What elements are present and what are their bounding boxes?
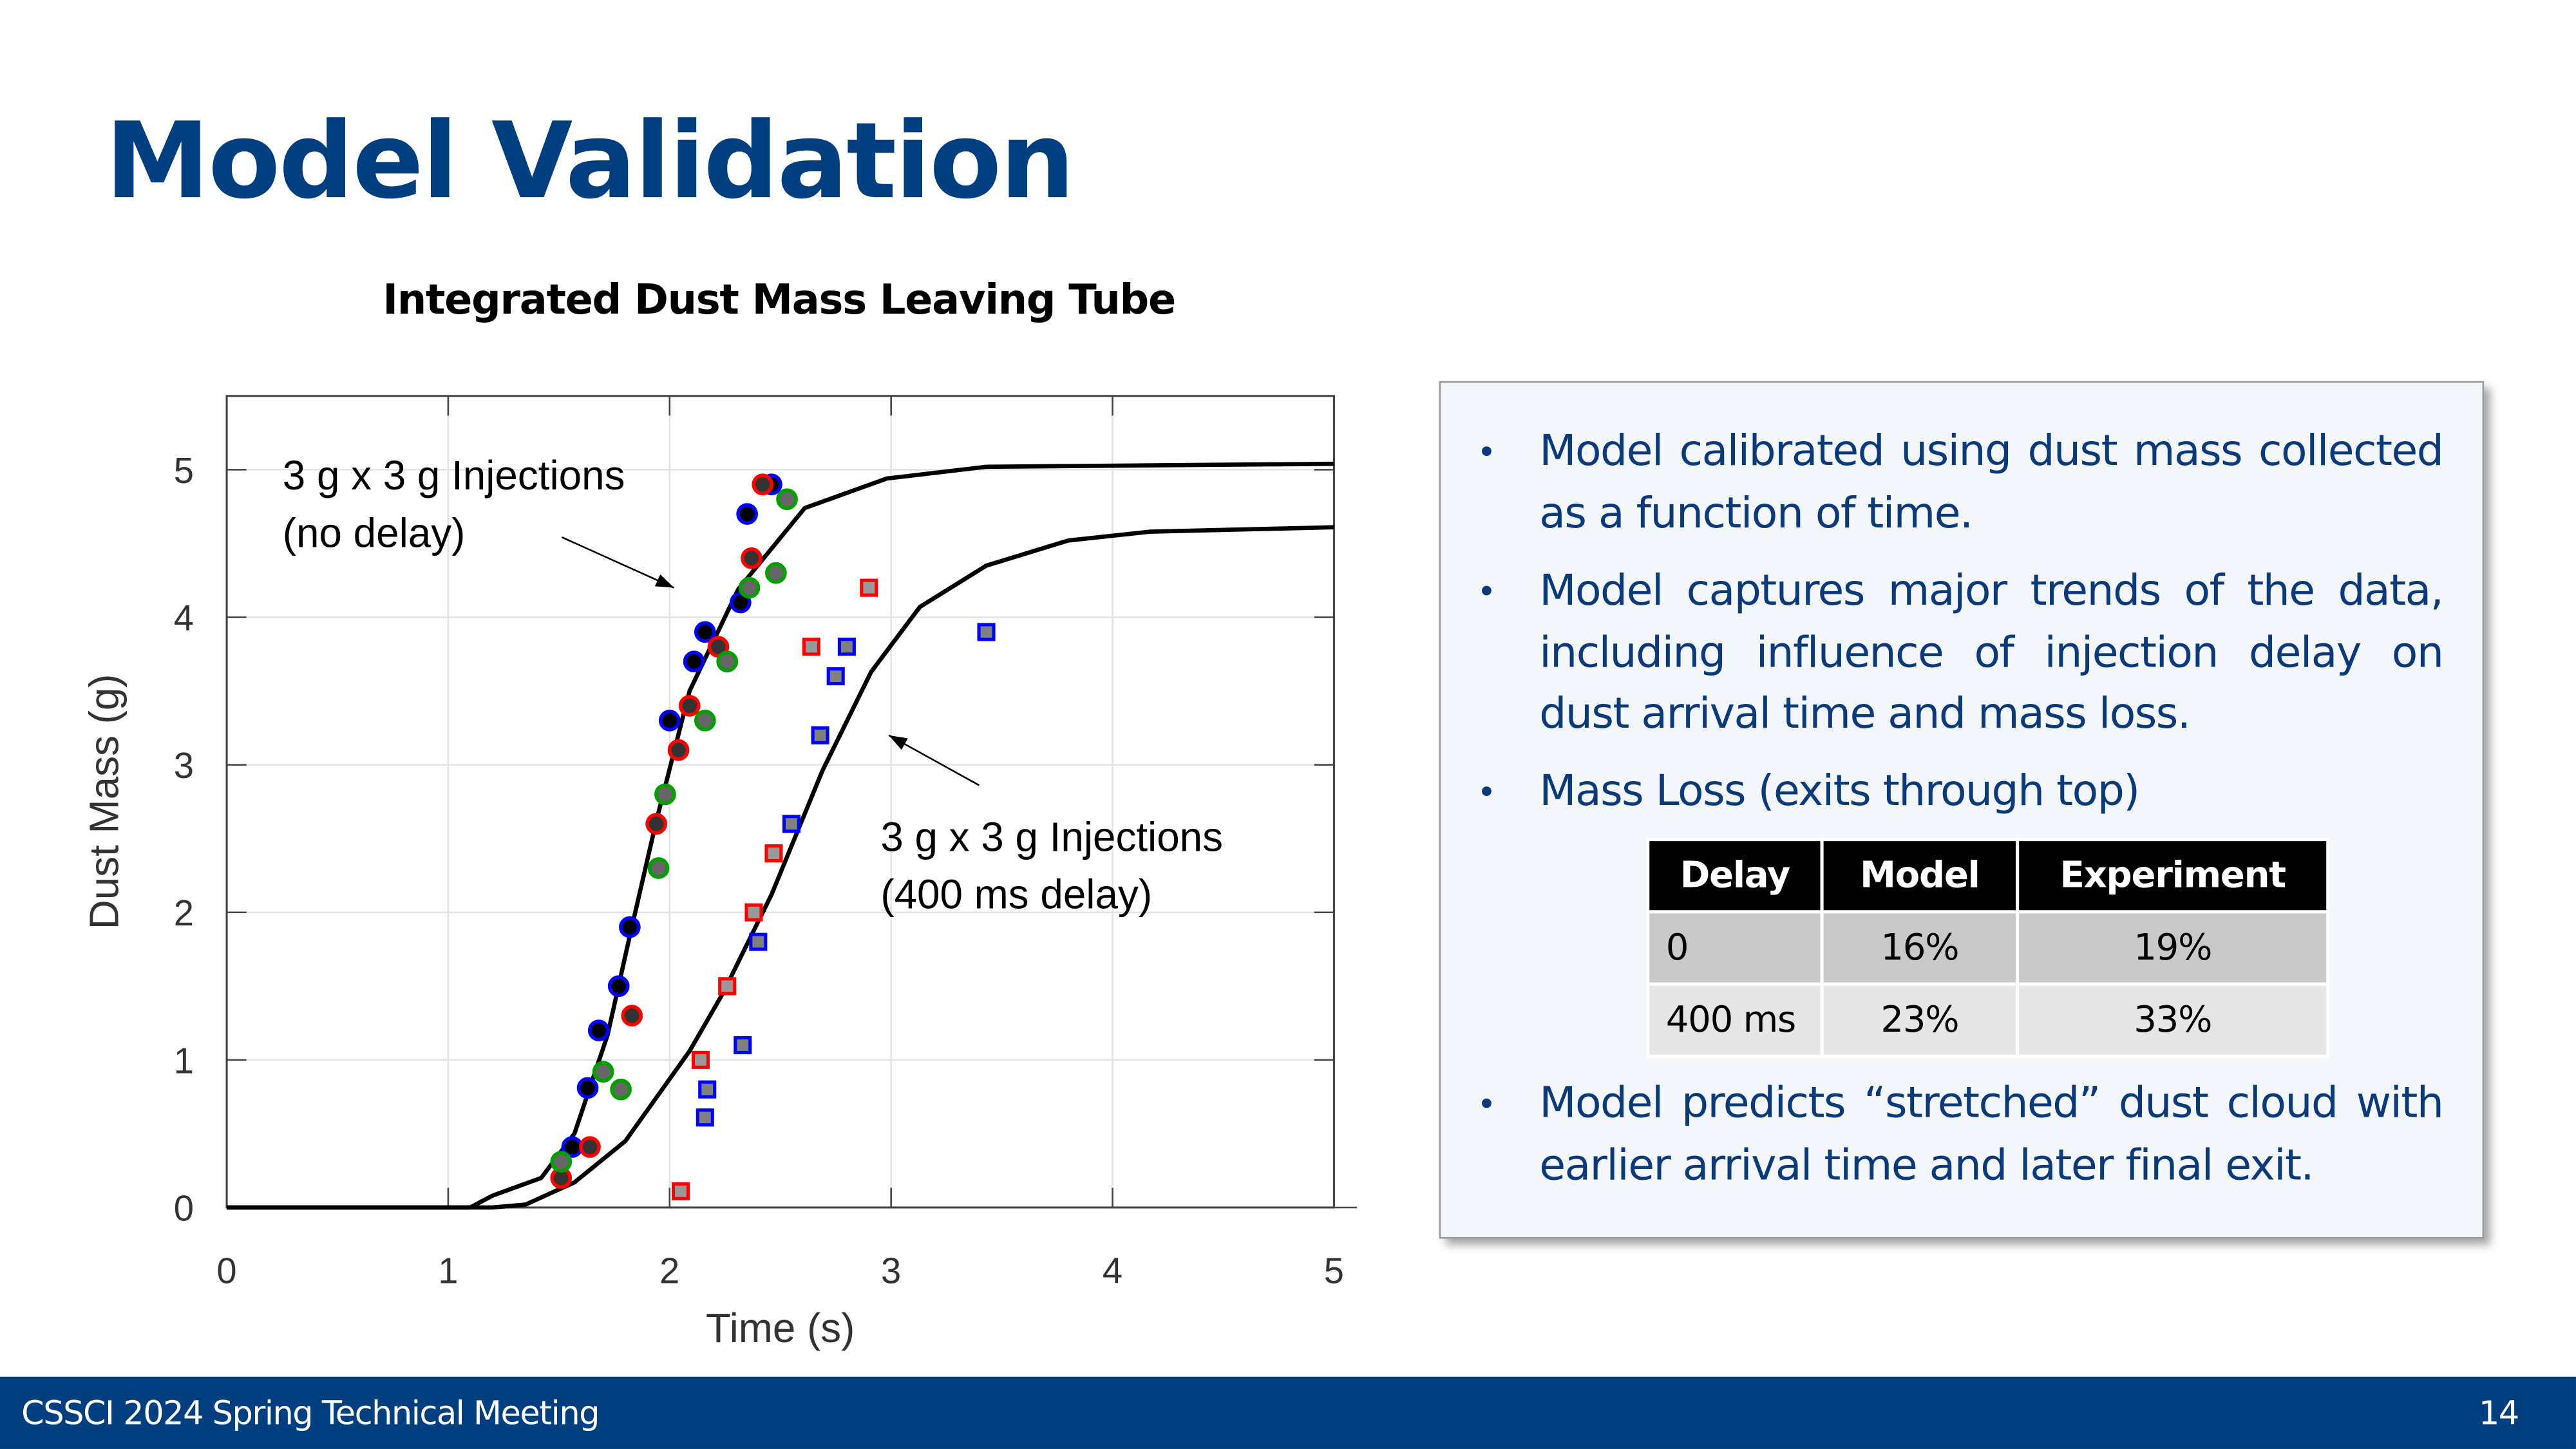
model-curve-2 [227, 525, 1334, 1210]
page-title: Model Validation [105, 102, 1075, 223]
bullet-4: Model predicts “stretched” dust cloud wi… [1477, 1074, 2444, 1197]
data-point-square [860, 578, 878, 597]
annotation-label: 3 g x 3 g Injections [283, 452, 625, 498]
data-point-square [691, 1050, 710, 1069]
data-point-square [734, 1036, 752, 1054]
cell: 23% [1820, 982, 2020, 1058]
data-point-circle [658, 710, 681, 732]
x-tick-label: 2 [659, 1250, 679, 1291]
y-tick-label: 4 [174, 598, 194, 638]
data-point-circle [587, 1019, 610, 1041]
data-point-circle [694, 621, 716, 643]
cell: 16% [1820, 910, 2020, 986]
bullet-1: Model calibrated using dust mass collect… [1477, 422, 2444, 545]
data-point-circle [550, 1151, 573, 1173]
data-point-square [744, 903, 763, 922]
summary-panel: Model calibrated using dust mass collect… [1439, 381, 2485, 1239]
data-point-circle [738, 576, 761, 599]
chart-title: Integrated Dust Mass Leaving Tube [383, 276, 1176, 324]
y-tick-label: 1 [174, 1040, 194, 1081]
arrow-head-icon [889, 735, 908, 750]
x-tick-label: 4 [1103, 1250, 1122, 1291]
footer-bar: CSSCI 2024 Spring Technical Meeting 14 [0, 1376, 2576, 1449]
dust-mass-chart: 0 1 2 3 4 5 0 1 2 3 4 5 Time (s) Dust Mass (g) 3 g x 3… [81, 395, 1358, 1351]
header-experiment: Experiment [2016, 838, 2330, 914]
bullet-3: Mass Loss (exits through top) [1477, 762, 2443, 824]
y-tick-label: 0 [174, 1188, 194, 1228]
model-curve-1 [227, 461, 1334, 1210]
data-point-square [718, 977, 737, 996]
data-point-square [811, 726, 829, 744]
data-point-circle [647, 857, 670, 879]
data-point-square [977, 623, 996, 641]
data-point-square [696, 1108, 714, 1127]
data-point-circle [765, 562, 787, 584]
table-header-row: Delay Model Experiment [1646, 838, 2330, 914]
x-tick-label: 1 [438, 1250, 458, 1291]
data-point-circle [610, 1078, 632, 1101]
annotation-label: (400 ms delay) [880, 871, 1152, 918]
data-point-circle [716, 650, 739, 673]
annotation-arrow [561, 536, 675, 589]
header-model: Model [1820, 838, 2020, 914]
data-point-circle [619, 916, 641, 938]
arrow-head-icon [654, 574, 674, 588]
data-point-circle [683, 650, 705, 673]
y-axis-label: Dust Mass (g) [81, 674, 128, 929]
data-point-circle [741, 547, 762, 569]
cell: 19% [2016, 910, 2330, 986]
y-tick-label: 3 [174, 745, 194, 786]
data-point-circle [667, 739, 690, 761]
x-tick-label: 3 [881, 1250, 901, 1291]
data-point-square [749, 933, 768, 951]
data-point-square [802, 638, 820, 656]
x-tick-label: 0 [216, 1250, 236, 1291]
data-point-circle [678, 695, 701, 717]
data-point-circle [576, 1077, 599, 1099]
annotation-label: 3 g x 3 g Injections [880, 813, 1223, 860]
x-axis-label: Time (s) [706, 1305, 855, 1351]
y-tick-label: 5 [174, 450, 194, 491]
cell: 0 [1646, 910, 1824, 986]
data-point-square [782, 815, 800, 833]
cell: 33% [2016, 982, 2330, 1058]
data-point-circle [752, 473, 774, 496]
data-point-circle [736, 503, 758, 525]
header-delay: Delay [1646, 838, 1824, 914]
data-point-square [698, 1080, 717, 1099]
data-point-circle [654, 783, 676, 806]
data-point-circle [645, 813, 667, 835]
cell: 400 ms [1646, 982, 1824, 1058]
data-point-square [837, 638, 856, 656]
data-point-circle [592, 1061, 614, 1083]
data-point-circle [776, 488, 798, 511]
table-row: 0 16% 19% [1646, 910, 2330, 986]
page-number: 14 [2478, 1393, 2519, 1433]
data-point-circle [621, 1005, 643, 1027]
mass-loss-table: Delay Model Experiment 0 16% 19% 400 ms … [1646, 838, 2330, 1058]
data-point-square [826, 667, 845, 686]
data-point-square [671, 1182, 690, 1200]
plot-frame [225, 395, 1335, 1209]
table-row: 400 ms 23% 33% [1646, 982, 2330, 1058]
data-point-square [764, 844, 783, 863]
x-tick-label: 5 [1324, 1250, 1344, 1291]
annotation-label: (no delay) [283, 509, 466, 556]
data-point-circle [694, 710, 716, 732]
data-point-circle [607, 975, 630, 998]
y-tick-label: 2 [174, 893, 194, 933]
data-point-circle [579, 1136, 601, 1158]
bullet-2: Model captures major trends of the data,… [1477, 562, 2444, 746]
footer-meeting-name: CSSCI 2024 Spring Technical Meeting [21, 1393, 600, 1433]
